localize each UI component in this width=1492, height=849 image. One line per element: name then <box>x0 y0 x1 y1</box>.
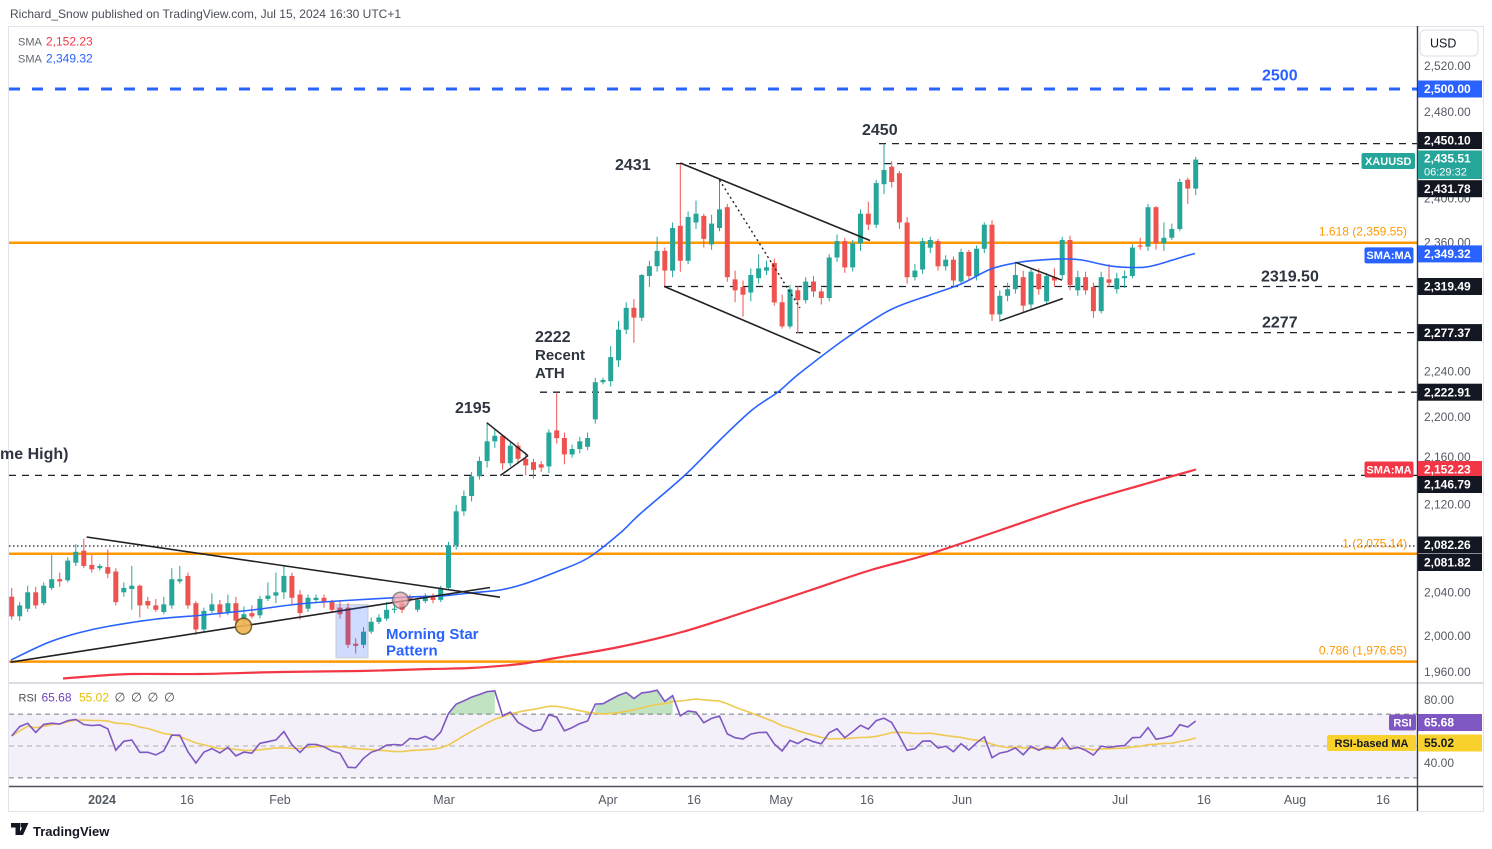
svg-text:SMA: SMA <box>18 54 43 66</box>
svg-text:2,081.82: 2,081.82 <box>1424 556 1471 570</box>
svg-text:1.618 (2,359.55): 1.618 (2,359.55) <box>1319 225 1407 239</box>
svg-text:2500: 2500 <box>1262 67 1298 84</box>
svg-text:Recent: Recent <box>535 347 585 364</box>
svg-text:80.00: 80.00 <box>1424 693 1454 707</box>
svg-text:Pattern: Pattern <box>386 643 438 660</box>
svg-text:2,500.00: 2,500.00 <box>1424 82 1471 96</box>
svg-text:SMA: SMA <box>18 37 43 49</box>
svg-text:SMA:MA: SMA:MA <box>1366 250 1411 262</box>
svg-text:16: 16 <box>1197 793 1211 807</box>
svg-text:TradingView: TradingView <box>33 824 110 839</box>
svg-text:1 (2,075.14): 1 (2,075.14) <box>1342 537 1407 551</box>
svg-text:Morning Star: Morning Star <box>386 626 479 643</box>
svg-text:SMA:MA: SMA:MA <box>1366 464 1411 476</box>
svg-text:2,349.32: 2,349.32 <box>46 52 93 66</box>
svg-text:16: 16 <box>687 793 701 807</box>
svg-text:40.00: 40.00 <box>1424 756 1454 770</box>
svg-text:0.786 (1,976.65): 0.786 (1,976.65) <box>1319 644 1407 658</box>
svg-text:May: May <box>769 793 793 807</box>
svg-text:55.02: 55.02 <box>79 691 109 705</box>
svg-text:2,435.51: 2,435.51 <box>1424 152 1471 166</box>
svg-text:2,277.37: 2,277.37 <box>1424 326 1471 340</box>
svg-text:2450: 2450 <box>862 122 898 139</box>
svg-text:2,160.00: 2,160.00 <box>1424 450 1471 464</box>
svg-text:65.68: 65.68 <box>42 691 72 705</box>
svg-text:Mar: Mar <box>433 793 455 807</box>
svg-text:2277: 2277 <box>1262 315 1298 332</box>
svg-text:2,240.00: 2,240.00 <box>1424 365 1471 379</box>
svg-text:∅: ∅ <box>148 691 159 705</box>
svg-text:2,450.10: 2,450.10 <box>1424 134 1471 148</box>
svg-text:USD: USD <box>1430 37 1456 51</box>
svg-text:2,222.91: 2,222.91 <box>1424 385 1471 399</box>
svg-text:Feb: Feb <box>269 793 291 807</box>
svg-text:2,520.00: 2,520.00 <box>1424 59 1471 73</box>
svg-text:65.68: 65.68 <box>1424 716 1454 730</box>
svg-text:2431: 2431 <box>615 157 651 174</box>
svg-text:2,349.32: 2,349.32 <box>1424 247 1471 261</box>
svg-text:2,319.49: 2,319.49 <box>1424 280 1471 294</box>
svg-text:RSI-based MA: RSI-based MA <box>1335 738 1409 750</box>
svg-text:2024: 2024 <box>88 793 116 807</box>
svg-text:2,000.00: 2,000.00 <box>1424 629 1471 643</box>
svg-text:2,152.23: 2,152.23 <box>1424 463 1471 477</box>
svg-text:2,040.00: 2,040.00 <box>1424 585 1471 599</box>
svg-text:2,431.78: 2,431.78 <box>1424 182 1471 196</box>
svg-text:Jun: Jun <box>952 793 972 807</box>
svg-text:∅: ∅ <box>164 691 175 705</box>
svg-text:∅: ∅ <box>131 691 142 705</box>
svg-text:Apr: Apr <box>598 793 617 807</box>
svg-text:55.02: 55.02 <box>1424 736 1454 750</box>
svg-text:16: 16 <box>860 793 874 807</box>
svg-text:XAUUSD: XAUUSD <box>1365 156 1412 168</box>
svg-text:16: 16 <box>180 793 194 807</box>
svg-text:2195: 2195 <box>455 400 491 417</box>
svg-text:2,200.00: 2,200.00 <box>1424 410 1471 424</box>
svg-text:Jul: Jul <box>1112 793 1128 807</box>
svg-text:06:29:32: 06:29:32 <box>1424 167 1467 179</box>
svg-text:2222: 2222 <box>535 329 571 346</box>
svg-text:2,082.26: 2,082.26 <box>1424 538 1471 552</box>
svg-text:2,480.00: 2,480.00 <box>1424 105 1471 119</box>
svg-text:1,960.00: 1,960.00 <box>1424 665 1471 679</box>
svg-text:2,152.23: 2,152.23 <box>46 35 93 49</box>
svg-text:16: 16 <box>1376 793 1390 807</box>
svg-text:RSI: RSI <box>1393 717 1411 729</box>
svg-text:2319.50: 2319.50 <box>1261 269 1319 286</box>
svg-text:2,146.79: 2,146.79 <box>1424 478 1471 492</box>
svg-text:ATH: ATH <box>535 365 565 382</box>
svg-text:2,120.00: 2,120.00 <box>1424 498 1471 512</box>
svg-text:me High): me High) <box>0 446 68 463</box>
svg-text:∅: ∅ <box>115 691 126 705</box>
svg-text:Aug: Aug <box>1284 793 1306 807</box>
svg-text:RSI: RSI <box>19 693 37 705</box>
